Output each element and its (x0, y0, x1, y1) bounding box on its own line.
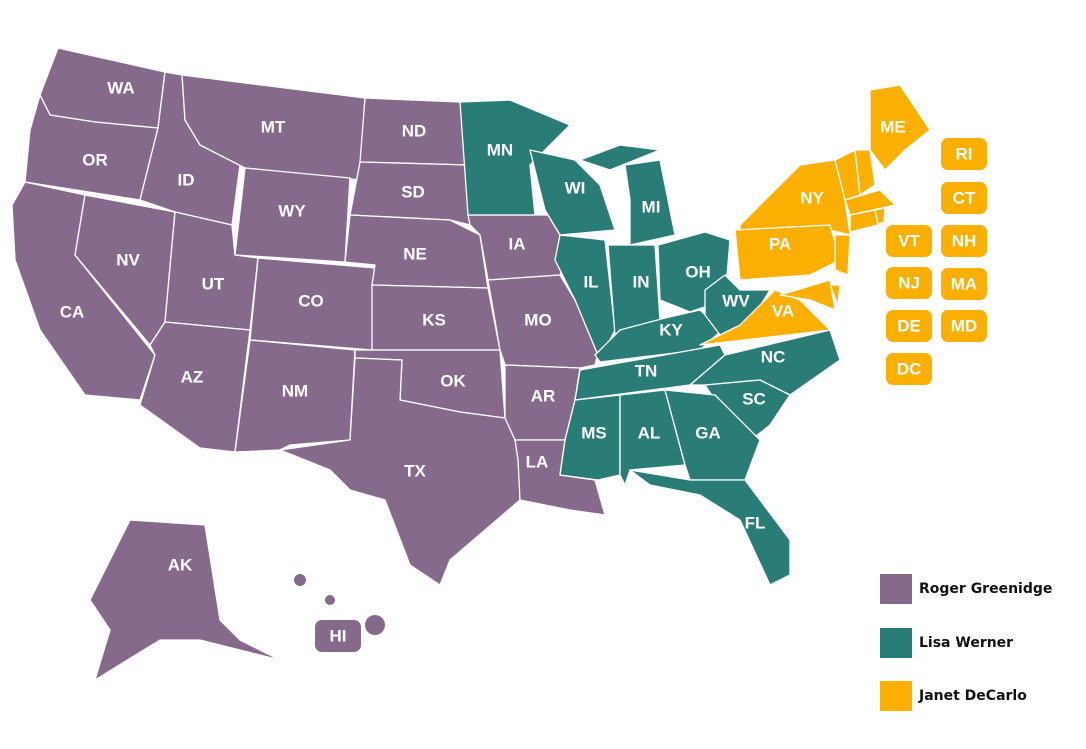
state-label: KS (422, 311, 446, 330)
island (365, 615, 385, 635)
state-label: AK (168, 556, 193, 575)
state-box (315, 620, 361, 652)
island (294, 574, 306, 586)
state-label: GA (695, 424, 721, 443)
legend-label: Janet DeCarlo (918, 688, 1027, 704)
states (11, 47, 931, 681)
island (325, 595, 335, 605)
state-label: TX (404, 462, 426, 481)
state-label: NM (282, 382, 308, 401)
state-label: WY (278, 202, 306, 221)
legend-label: Roger Greenidge (919, 581, 1052, 597)
state (854, 149, 876, 196)
state (844, 189, 896, 216)
state (529, 149, 616, 236)
state-label: MS (581, 424, 607, 443)
state (739, 159, 851, 236)
state-label: AZ (181, 368, 204, 387)
state-label: NJ (898, 274, 920, 293)
state-label: MT (261, 118, 286, 137)
state-label: LA (526, 453, 549, 472)
state (487, 274, 601, 369)
state-part (579, 144, 661, 171)
state (834, 234, 851, 276)
state-label: NH (952, 232, 977, 251)
state-box (886, 353, 932, 385)
state-label: CA (60, 303, 85, 322)
state-label: MD (951, 317, 977, 336)
state-label: ND (402, 122, 427, 141)
state (459, 99, 571, 216)
state-box (941, 138, 987, 170)
legend-label: Lisa Werner (919, 635, 1013, 651)
state-label: MN (487, 141, 513, 160)
state-label: SD (401, 183, 425, 202)
state-label: AR (531, 387, 556, 406)
state-label: WI (565, 179, 586, 198)
state-label: IL (583, 273, 598, 292)
state-label: NE (403, 245, 427, 264)
state-box (941, 268, 987, 300)
state (349, 161, 471, 226)
state (734, 224, 841, 281)
state-box (886, 267, 932, 299)
state-box (941, 182, 987, 214)
state-label: OH (685, 263, 711, 282)
state-label: FL (745, 514, 766, 533)
state-box (941, 310, 987, 342)
state-label: VT (898, 232, 920, 251)
legend-swatch (880, 681, 912, 711)
state (629, 469, 791, 586)
state-label: MA (951, 275, 977, 294)
state-box (886, 310, 932, 342)
state-label: TN (635, 362, 658, 381)
state-box (941, 225, 987, 257)
state (279, 357, 521, 586)
state-label: AL (638, 424, 661, 443)
state-label: MO (524, 311, 551, 330)
legend-swatch (880, 628, 912, 658)
state-label: SC (742, 390, 766, 409)
state-label: KY (659, 321, 683, 340)
state-label: IN (633, 273, 650, 292)
state-label: OK (440, 372, 466, 391)
state-box (886, 225, 932, 257)
state (779, 279, 836, 311)
state-label: WA (107, 79, 134, 98)
state-label: IA (509, 235, 526, 254)
state (829, 284, 841, 306)
state-label: VA (772, 302, 794, 321)
state-label: OR (82, 151, 108, 170)
state (89, 519, 281, 681)
state-label: WV (722, 292, 750, 311)
state-label: NV (116, 251, 140, 270)
state-label: NY (800, 189, 824, 208)
state-label: MI (642, 198, 661, 217)
state-label: NC (761, 348, 786, 367)
state-label: PA (769, 235, 791, 254)
state (139, 321, 251, 453)
state-label: UT (202, 275, 225, 294)
state-label: RI (956, 145, 973, 164)
state (624, 159, 676, 246)
state-label: ID (178, 171, 195, 190)
state-label: DC (897, 360, 922, 379)
state-label: CT (953, 189, 976, 208)
state-label: CO (298, 292, 324, 311)
state-label: HI (330, 627, 347, 646)
state-labels: WA OR CA ID NV MT WY UT AZ CO NM ND SD NE KS OK TX IA MO AR… (60, 79, 987, 652)
state-label: ME (880, 118, 906, 137)
state-label: DE (897, 317, 921, 336)
legend-swatch (880, 574, 912, 604)
